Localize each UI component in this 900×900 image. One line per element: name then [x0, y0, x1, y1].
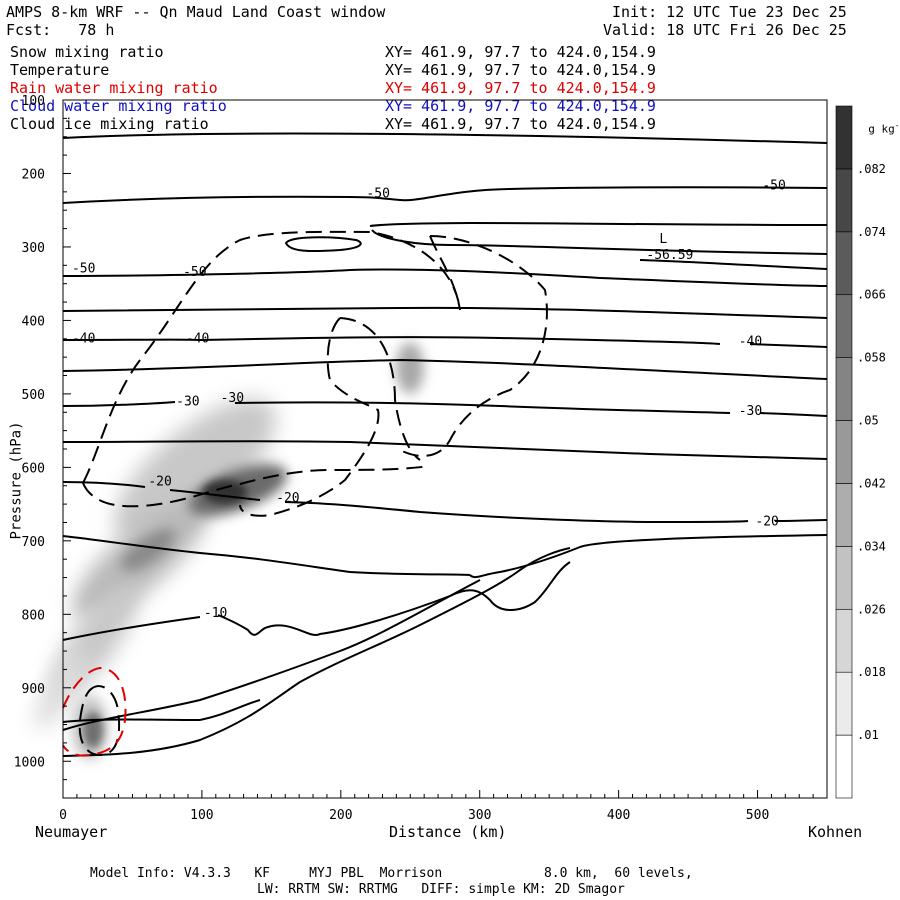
- y-tick-label: 900: [22, 682, 45, 697]
- y-axis: 100 200 300 400 500 600 700 800 900 1000: [14, 94, 71, 781]
- colorbar-bin: [835, 420, 853, 484]
- y-tick-label: 600: [22, 461, 45, 476]
- x-tick-label: 200: [329, 808, 352, 823]
- temperature-contour-labels: -50 -50 -50 -50 -40 -40 -40 -30 -30 -30 -20 -20 -20 -…: [72, 178, 786, 621]
- colorbar-bin: [835, 168, 853, 233]
- field-xy-cloud-water: XY= 461.9, 97.7 to 424.0,154.9: [385, 97, 656, 115]
- colorbar-bin: [835, 231, 853, 296]
- valid-time: Valid: 18 UTC Fri 26 Dec 25: [603, 21, 847, 39]
- x-axis: 0 100 200 300 400 500: [59, 790, 814, 823]
- footer-model-info: Model Info: V4.3.3 KF MYJ PBL Morrison 8…: [90, 866, 693, 881]
- x-axis-title: Distance (km): [389, 823, 507, 841]
- colorbar-tick-label: .026: [857, 602, 886, 616]
- x-tick-label: 100: [190, 808, 213, 823]
- minimum-letter: L: [659, 232, 667, 247]
- field-label-cloud-water: Cloud water mixing ratio: [10, 97, 227, 115]
- snow-mixing-ratio-shading: [34, 342, 424, 760]
- contour-label: -50: [762, 178, 785, 193]
- colorbar-unit: g kg-1: [855, 100, 900, 138]
- contour-label: -50: [72, 262, 95, 277]
- forecast-hour: Fcst: 78 h: [6, 21, 115, 39]
- colorbar-tick-label: .05: [857, 414, 879, 428]
- colorbar-bin: [835, 546, 853, 610]
- footer-physics-info: LW: RRTM SW: RRTMG DIFF: simple KM: 2D S…: [257, 882, 625, 897]
- colorbar-bin: [835, 294, 853, 358]
- contour-label: -30: [221, 391, 244, 406]
- y-tick-label: 800: [22, 608, 45, 623]
- y-tick-label: 700: [22, 535, 45, 550]
- y-tick-label: 100: [22, 94, 45, 109]
- field-label-rain: Rain water mixing ratio: [10, 79, 218, 97]
- colorbar-unit-exponent: -1: [894, 121, 900, 130]
- x-right-station-label: Kohnen: [808, 823, 863, 841]
- rain-water-contour: [62, 666, 127, 757]
- contour-label: -50: [183, 265, 206, 280]
- colorbar-tick-label: .074: [857, 225, 886, 239]
- y-tick-label: 400: [22, 314, 45, 329]
- field-label-temperature: Temperature: [10, 61, 110, 79]
- init-time: Init: 12 UTC Tue 23 Dec 25: [612, 3, 847, 21]
- colorbar-tick-label: .018: [857, 665, 886, 679]
- contour-label: -20: [148, 475, 171, 490]
- colorbar-bin: [835, 483, 853, 547]
- cloud-ice-contours: [78, 230, 548, 757]
- contour-label: -20: [276, 491, 299, 506]
- chart-title: AMPS 8-km WRF -- Qn Maud Land Coast wind…: [6, 3, 386, 21]
- colorbar: .01 .018 .026 .034 .042 .05 .058 .066 .074 .082: [835, 105, 886, 799]
- field-xy-cloud-ice: XY= 461.9, 97.7 to 424.0,154.9: [385, 115, 656, 133]
- field-xy-temperature: XY= 461.9, 97.7 to 424.0,154.9: [385, 61, 656, 79]
- colorbar-tick-label: .082: [857, 162, 886, 176]
- colorbar-tick-label: .058: [857, 351, 886, 365]
- contour-label: -40: [739, 334, 762, 349]
- x-tick-label: 0: [59, 808, 67, 823]
- contour-label: -30: [739, 404, 762, 419]
- field-xy-snow: XY= 461.9, 97.7 to 424.0,154.9: [385, 43, 656, 61]
- contour-label: -20: [755, 514, 778, 529]
- y-axis-title: Pressure (hPa): [8, 421, 25, 540]
- contour-label: -50: [366, 187, 389, 202]
- y-tick-label: 200: [22, 167, 45, 182]
- field-label-snow: Snow mixing ratio: [10, 43, 164, 61]
- contour-label: -40: [72, 331, 95, 346]
- minimum-marker: L-56.59: [646, 232, 693, 263]
- temperature-contours: [62, 132, 828, 757]
- y-tick-label: 300: [22, 241, 45, 256]
- colorbar-bin: [835, 357, 853, 421]
- colorbar-bin: [835, 608, 853, 673]
- contour-label: -30: [176, 395, 199, 410]
- colorbar-tick-label: .042: [857, 476, 886, 490]
- contour-label: -10: [204, 606, 227, 621]
- colorbar-tick-label: .034: [857, 539, 886, 553]
- contour-label: -40: [186, 331, 209, 346]
- x-tick-label: 400: [607, 808, 630, 823]
- minimum-value: -56.59: [646, 248, 693, 263]
- x-left-station-label: Neumayer: [35, 823, 108, 841]
- colorbar-unit-text: g kg: [868, 122, 895, 136]
- colorbar-bin: [835, 671, 853, 736]
- colorbar-tick-label: .01: [857, 728, 879, 742]
- x-tick-label: 500: [746, 808, 769, 823]
- x-tick-label: 300: [468, 808, 491, 823]
- colorbar-bin: [835, 734, 853, 799]
- field-label-cloud-ice: Cloud ice mixing ratio: [10, 115, 209, 133]
- y-tick-label: 500: [22, 388, 45, 403]
- colorbar-tick-label: .066: [857, 288, 886, 302]
- colorbar-bin: [835, 105, 853, 170]
- field-xy-rain: XY= 461.9, 97.7 to 424.0,154.9: [385, 79, 656, 97]
- y-tick-label: 1000: [14, 755, 45, 770]
